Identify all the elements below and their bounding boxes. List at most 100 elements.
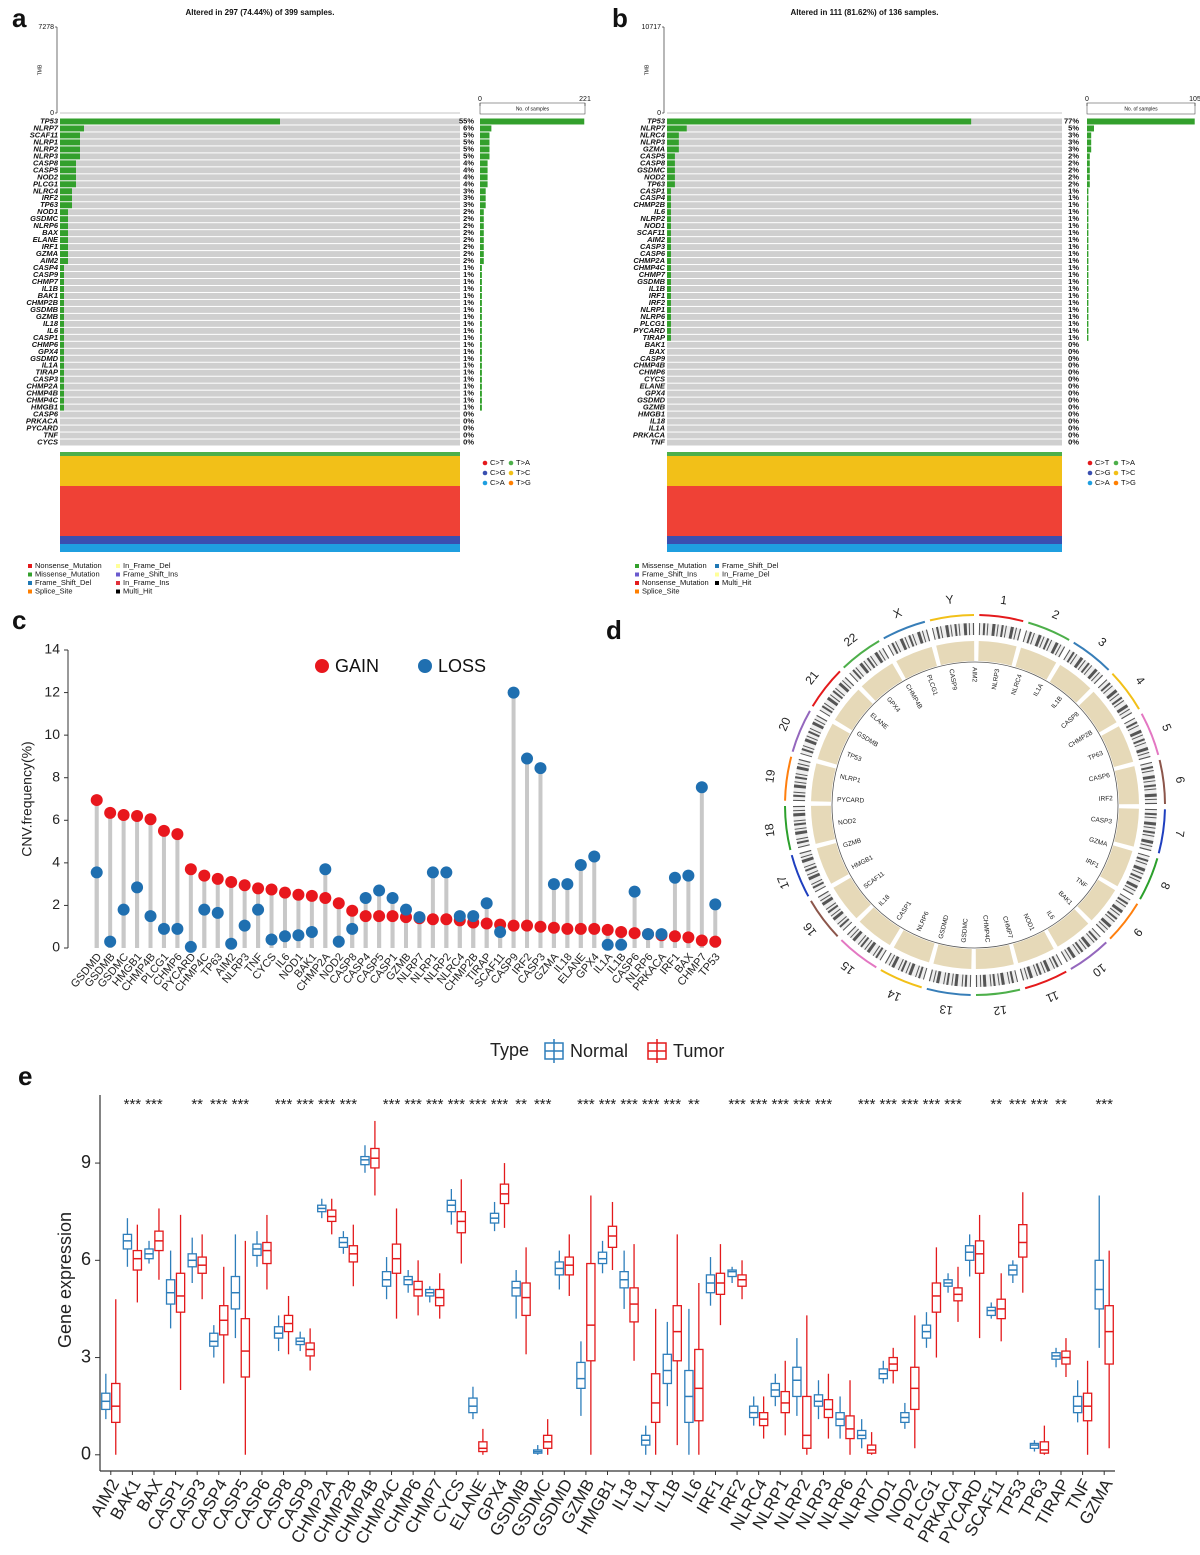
gene-label: NLRP6 [33,221,58,230]
y-tick-label: 7278 [38,24,54,31]
matrix-row [667,292,1062,299]
altered-cells [667,320,671,327]
percent-label: 1% [463,298,474,307]
legend-swatch [1087,480,1093,486]
legend-swatch [508,470,514,476]
gene-label: CASP5 [33,165,59,174]
sample-bar [480,334,482,341]
sample-bar [480,306,482,313]
dot [547,878,560,891]
percent-label: 6% [463,123,474,132]
legend-label: GAIN [335,656,379,676]
significance: *** [750,1096,768,1113]
sample-bar [1087,272,1089,279]
dot [198,903,211,916]
dot [467,910,480,923]
dot [144,910,157,923]
box [521,1282,531,1317]
legend-label: T>C [1121,468,1136,477]
chromosome-label: 21 [802,668,821,687]
percent-label: 1% [463,368,474,377]
percent-label: 5% [463,137,474,146]
gene-label: TP63 [40,200,59,209]
dot [642,928,655,941]
significance: *** [599,1096,617,1113]
gene-label: NLRP3 [640,137,665,146]
gene-label: IL6 [1045,910,1056,922]
chromosome-arc [1070,941,1107,970]
significance: *** [340,1096,358,1113]
dot [521,919,534,932]
altered-cells [60,285,64,292]
gene-label: GPX4 [38,347,59,356]
legend-swatch [635,564,639,568]
percent-label: 1% [1068,326,1079,335]
gene-label: IL18 [650,417,666,426]
dot [668,871,681,884]
dot [426,866,439,879]
dot [305,926,318,939]
gene-label: IRF1 [649,291,665,300]
percent-label: 5% [463,130,474,139]
y-tick-label: 3 [81,1346,91,1366]
matrix-row [667,348,1062,355]
sample-axis-box [479,102,586,115]
matrix-row [60,279,460,285]
dot [709,898,722,911]
percent-label: 0% [1068,382,1079,391]
matrix-row [60,258,460,265]
gene-label: IL1A [649,424,665,433]
legend-swatch [116,564,120,568]
sample-bar [480,341,482,348]
box [629,1287,639,1323]
significance: *** [145,1096,163,1113]
matrix-row [60,383,460,390]
legend-swatch [28,564,32,568]
gene-label: CASP8 [1060,711,1081,731]
gene-label: GSDMC [637,165,666,174]
percent-label: 0% [1068,368,1079,377]
chromosome-arc [810,900,839,937]
ideogram [975,970,1019,987]
gene-label: NLRP6 [640,312,665,321]
significance: *** [944,1096,962,1113]
matrix-row [667,439,1062,446]
legend-swatch [1113,470,1119,476]
significance: *** [426,1096,444,1113]
percent-label: 1% [463,347,474,356]
matrix-row [667,223,1062,230]
percent-label: 1% [1068,284,1079,293]
box [240,1318,251,1378]
box [165,1279,176,1305]
sample-bar [480,355,482,362]
signature-band [60,536,460,544]
percent-label: 77% [1064,116,1079,125]
box [1072,1395,1083,1414]
altered-cells [60,341,64,348]
chromosome-arc [975,988,1021,996]
sample-bar [1087,125,1094,132]
dot [534,920,547,933]
dot [252,903,265,916]
gene-label: GZMB [36,312,59,321]
sample-bar [480,146,490,153]
dot [682,931,695,944]
y-axis-label: CNV.frequency(%) [19,741,35,856]
chromosome-arc [811,670,841,707]
dot [695,781,708,794]
chromosome-arc [1028,621,1070,641]
percent-label: 0% [1068,389,1079,398]
dot [225,937,238,950]
box [650,1373,661,1424]
significance: ** [688,1096,700,1113]
chromosome-arc [784,756,793,801]
altered-cells [667,306,671,313]
gene-label: GZMB [842,837,862,849]
sample-bar [480,216,484,223]
gene-label: NLRP3 [991,668,1001,690]
legend-label: C>A [1095,478,1110,487]
track-ring [834,689,873,731]
sample-bar [480,397,482,404]
legend-label: Nonsense_Mutation [35,561,102,570]
ideogram [1139,808,1157,852]
